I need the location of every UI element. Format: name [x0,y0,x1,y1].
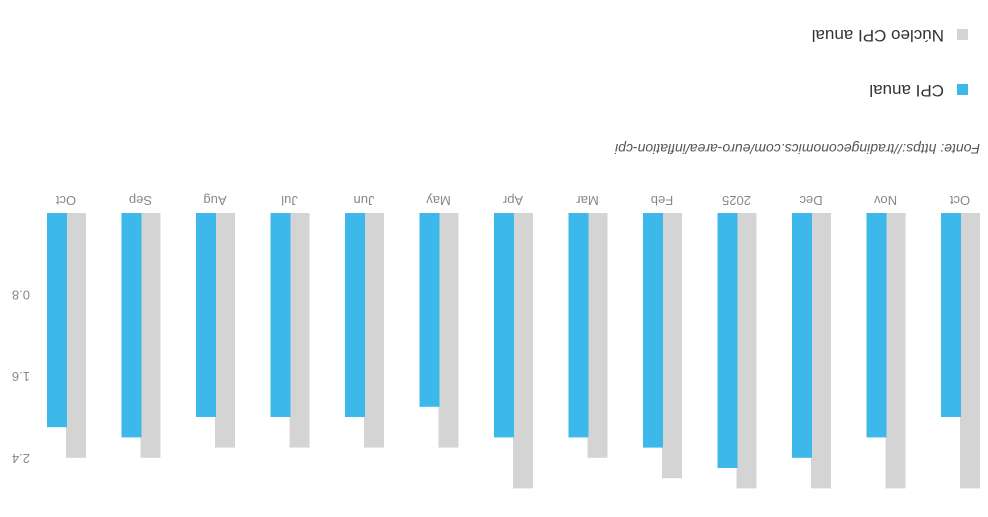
y-tick-label: 2.4 [12,451,30,466]
bar-area [47,213,980,489]
x-tick-label: Jun [354,193,375,208]
x-tick-label: Apr [502,193,523,208]
bar-nucleo-cpi-anual [587,213,608,458]
x-tick-label: Oct [56,193,77,208]
bar-nucleo-cpi-anual [364,213,384,448]
bar-nucleo-cpi-anual [885,213,906,489]
bar-cpi-anual [717,213,738,468]
x-tick-label: Dec [799,193,823,208]
legend-swatch [957,29,968,40]
bar-cpi-anual [121,213,142,438]
bar-nucleo-cpi-anual [438,213,459,448]
legend-label: CPI anual [869,81,944,100]
bar-nucleo-cpi-anual [960,213,980,489]
bar-cpi-anual [792,213,812,458]
bar-nucleo-cpi-anual [66,213,86,458]
bar-cpi-anual [345,213,365,417]
x-tick-label: Feb [651,193,673,208]
bar-cpi-anual [47,213,67,428]
x-tick-label: 2025 [722,193,751,208]
x-tick-label: Aug [203,193,226,208]
bar-cpi-anual [941,213,961,417]
bar-cpi-anual [643,213,663,448]
y-axis: 0.8 1.6 2.4 [12,288,30,466]
bar-nucleo-cpi-anual [513,213,533,489]
y-tick-label: 0.8 [12,288,30,303]
bar-cpi-anual [866,213,887,438]
bar-nucleo-cpi-anual [736,213,757,489]
bar-nucleo-cpi-anual [140,213,161,458]
x-tick-label: May [426,193,451,208]
x-tick-label: Nov [873,193,897,208]
bar-cpi-anual [568,213,589,438]
bar-nucleo-cpi-anual [662,213,682,479]
bar-nucleo-cpi-anual [811,213,831,489]
x-tick-label: Mar [576,193,599,208]
bar-cpi-anual [419,213,440,407]
bar-cpi-anual [270,213,291,417]
legend: CPI anual Núcleo CPI anual [812,26,968,100]
bar-nucleo-cpi-anual [215,213,235,448]
source-note: Fonte: https://tradingeconomics.com/euro… [614,141,980,157]
legend-swatch [957,84,968,95]
x-tick-label: Oct [950,193,971,208]
bar-cpi-anual [196,213,216,417]
legend-label: Núcleo CPI anual [812,26,944,45]
bar-nucleo-cpi-anual [289,213,310,448]
x-tick-label: Jul [281,193,298,208]
x-tick-label: Sep [129,193,152,208]
x-axis: Oct Nov Dec 2025 Feb Mar Apr May Jun Jul Aug Sep Oct [56,193,971,208]
y-tick-label: 1.6 [12,369,30,384]
bar-cpi-anual [494,213,514,438]
